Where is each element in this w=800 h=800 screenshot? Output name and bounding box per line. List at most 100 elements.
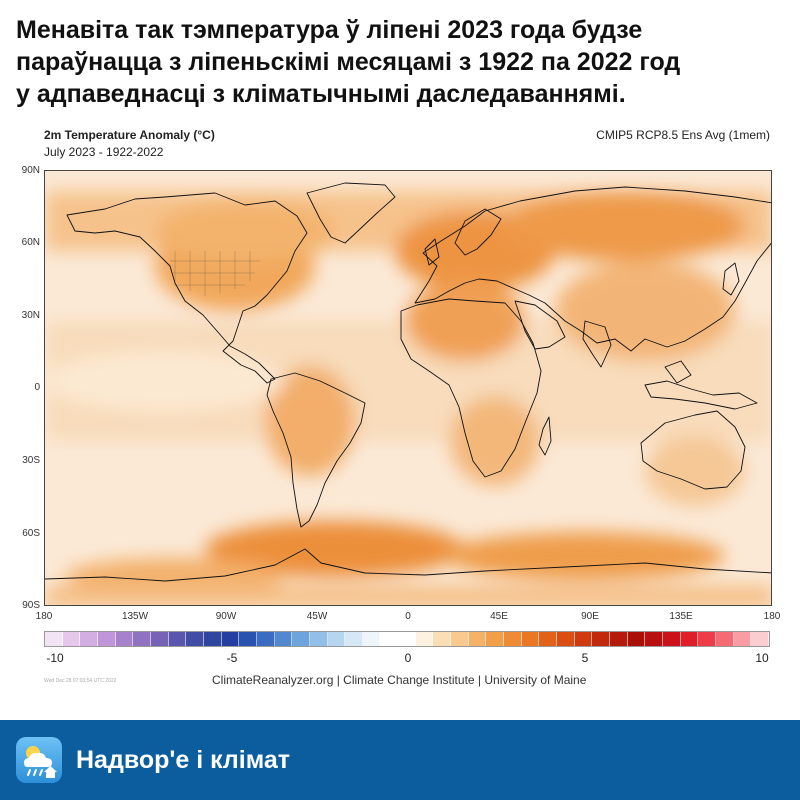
- south-america-coast: [266, 372, 366, 528]
- us-state-grid: [170, 251, 260, 296]
- japan-coast: [722, 262, 740, 296]
- colorbar-swatch: [362, 632, 381, 646]
- scandinavia-coast: [454, 208, 502, 256]
- colorbar-swatch: [433, 632, 452, 646]
- colorbar-swatch: [398, 632, 416, 646]
- colorbar-swatch: [80, 632, 98, 646]
- lat-label-30n: 30N: [21, 310, 40, 321]
- coastlines: [45, 182, 771, 582]
- colorbar-swatch: [610, 632, 628, 646]
- colorbar-swatch: [309, 632, 328, 646]
- southern-africa-warm: [450, 396, 540, 486]
- map-title: 2m Temperature Anomaly (°C): [44, 128, 215, 142]
- north-africa-warm: [405, 281, 525, 361]
- map-model-label: CMIP5 RCP8.5 Ens Avg (1mem): [596, 128, 770, 142]
- southern-ocean-warm: [205, 521, 465, 577]
- colorbar-swatch: [239, 632, 257, 646]
- lon-label-0: 0: [405, 611, 411, 622]
- colorbar-swatch: [327, 632, 346, 646]
- siberia-warm: [505, 191, 745, 261]
- brand-name: Надвор'е і клімат: [76, 746, 291, 774]
- lat-label-60n: 60N: [21, 237, 40, 248]
- colorbar-swatch: [221, 632, 240, 646]
- colorbar-swatch: [557, 632, 575, 646]
- colorbar-label-zero: 0: [404, 651, 412, 665]
- madagascar-coast: [538, 416, 552, 456]
- colorbar-swatch: [415, 632, 434, 646]
- lat-label-30s: 30S: [22, 455, 40, 466]
- colorbar-swatch: [150, 632, 169, 646]
- render-timestamp: Wed Dec 28 07:03:54 UTC 2022: [44, 678, 117, 684]
- lon-label-135e: 135E: [669, 611, 693, 622]
- headline-line-2: параўнацца з ліпеньскімі месяцамі з 1922…: [16, 48, 681, 76]
- colorbar-swatch: [698, 632, 716, 646]
- colorbar-swatch: [292, 632, 310, 646]
- lat-label-0: 0: [34, 382, 40, 393]
- colorbar-swatch: [256, 632, 275, 646]
- colorbar-swatch: [733, 632, 752, 646]
- colorbar-swatch: [592, 632, 610, 646]
- arabia-coast: [514, 300, 566, 350]
- colorbar-swatch: [62, 632, 81, 646]
- south-america-warm: [265, 366, 355, 476]
- british-isles-coast: [424, 238, 440, 266]
- colorbar-swatch: [504, 632, 522, 646]
- colorbar-swatch: [133, 632, 151, 646]
- colorbar-swatch: [662, 632, 681, 646]
- lat-label-90s: 90S: [22, 600, 40, 611]
- europe-asia-coast: [414, 186, 771, 352]
- antarctica-band: [45, 586, 771, 605]
- colorbar-swatch: [645, 632, 663, 646]
- colorbar-label-min: -10: [46, 651, 64, 665]
- temperature-anomaly-map: [44, 170, 772, 606]
- colorbar-swatch: [715, 632, 734, 646]
- lon-label-135w: 135W: [121, 611, 149, 622]
- colorbar-swatch: [468, 632, 487, 646]
- headline: Менавіта так тэмпература ў ліпені 2023 г…: [16, 14, 786, 110]
- africa-coast: [400, 298, 542, 478]
- colorbar-swatch: [168, 632, 187, 646]
- lat-label-60s: 60S: [22, 528, 40, 539]
- lon-label-45w: 45W: [306, 611, 328, 622]
- colorbar-swatch: [380, 632, 399, 646]
- colorbar-swatch: [521, 632, 540, 646]
- southeast-asia-islands: [644, 380, 758, 410]
- colorbar-swatch: [45, 632, 63, 646]
- footer-bar: Надвор'е і клімат: [0, 720, 800, 800]
- colorbar-swatch: [203, 632, 222, 646]
- colorbar-swatch: [680, 632, 699, 646]
- lon-label-90w: 90W: [215, 611, 237, 622]
- lon-label-180e: 180: [763, 611, 781, 622]
- colorbar-swatch: [627, 632, 646, 646]
- colorbar-swatch: [574, 632, 593, 646]
- colorbar-swatch: [751, 632, 769, 646]
- colorbar-swatch: [451, 632, 469, 646]
- colorbar-swatch: [115, 632, 134, 646]
- antarctica-coast: [45, 548, 771, 582]
- colorbar-label-mid-high: 5: [581, 651, 589, 665]
- lon-label-180w: 180: [35, 611, 53, 622]
- colorbar: [44, 631, 770, 647]
- colorbar-label-max: 10: [755, 651, 769, 665]
- australia-warm: [645, 436, 745, 506]
- colorbar-swatch: [345, 632, 363, 646]
- colorbar-swatch: [97, 632, 116, 646]
- india-coast: [582, 320, 612, 368]
- weather-cloud-sun-rain-icon: [16, 737, 62, 783]
- anomaly-field: [45, 191, 771, 605]
- colorbar-swatch: [486, 632, 505, 646]
- colorbar-label-mid-low: -5: [226, 651, 238, 665]
- greenland-coast: [306, 182, 396, 244]
- north-america-coast: [66, 192, 308, 384]
- map-subtitle: July 2023 - 1922-2022: [44, 145, 164, 159]
- borneo-coast: [664, 360, 692, 384]
- lon-label-45e: 45E: [490, 611, 508, 622]
- lat-label-90n: 90N: [21, 165, 40, 176]
- colorbar-swatch: [539, 632, 558, 646]
- headline-line-1: Менавіта так тэмпература ў ліпені 2023 г…: [16, 16, 643, 44]
- australia-coast: [640, 410, 746, 490]
- colorbar-swatch: [274, 632, 293, 646]
- lon-label-90e: 90E: [581, 611, 599, 622]
- headline-line-3: у адпаведнасці з кліматычнымі даследаван…: [16, 80, 626, 108]
- credits: ClimateReanalyzer.org | Climate Change I…: [212, 673, 587, 687]
